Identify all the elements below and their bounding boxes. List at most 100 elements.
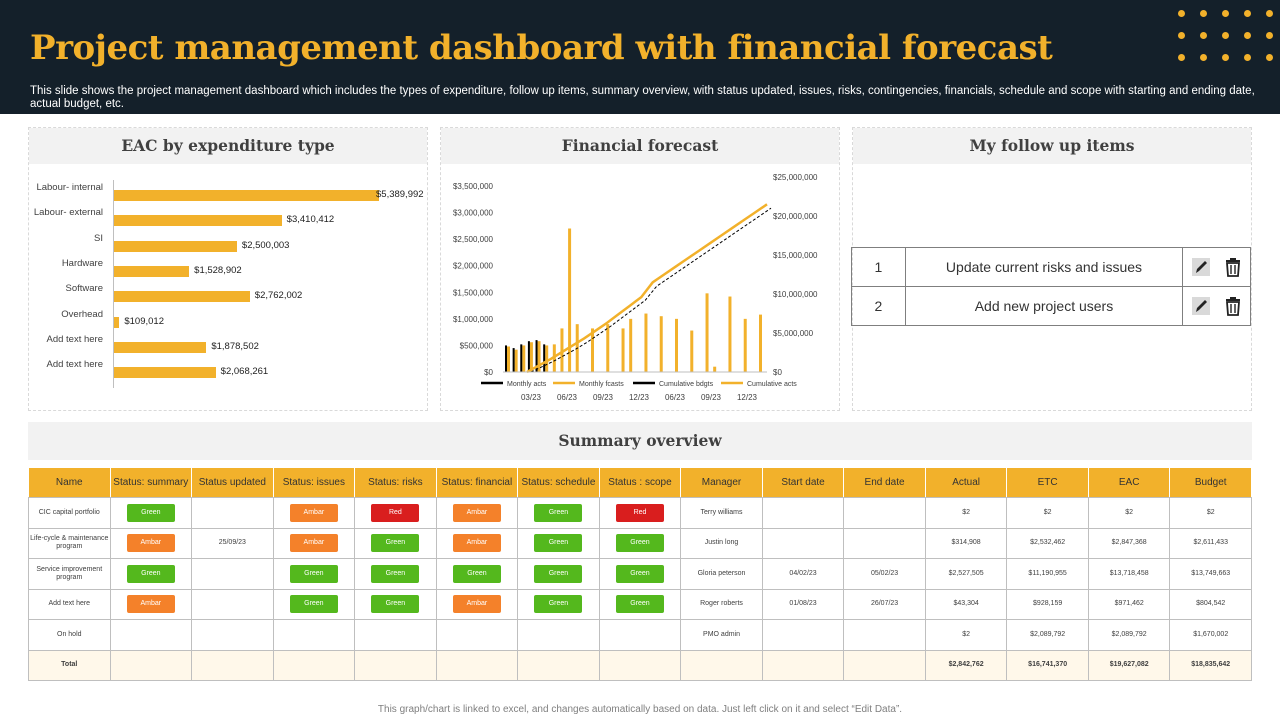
- left-axis-tick: $1,500,000: [453, 288, 494, 297]
- summary-cell-updated: [191, 588, 274, 620]
- eac-bar: [114, 240, 237, 252]
- summary-cell-name: CIC capital portfolio: [28, 497, 111, 529]
- summary-cell-actual: $43,304: [924, 588, 1008, 620]
- trash-icon[interactable]: [1222, 295, 1244, 317]
- legend-label: Monthly acts: [507, 381, 547, 388]
- status-badge: Green: [289, 564, 338, 583]
- status-cell: Ambar: [435, 497, 519, 529]
- eac-bar: [114, 215, 282, 227]
- decorative-dots: [1172, 4, 1280, 64]
- total-cell-risks: [354, 649, 437, 681]
- x-axis-tick: 12/23: [737, 393, 758, 402]
- monthly-fcast-bar: [644, 313, 648, 372]
- followup-number: 1: [851, 247, 906, 287]
- followup-text: Add new project users: [904, 286, 1184, 326]
- status-cell: Green: [109, 497, 193, 529]
- summary-cell-start: 04/02/23: [761, 558, 845, 590]
- status-badge: Ambar: [452, 595, 501, 614]
- right-axis-tick: $25,000,000: [773, 173, 818, 182]
- monthly-fcast-bar: [713, 366, 717, 372]
- monthly-fcast-bar: [507, 346, 510, 372]
- summary-column-header: Status: issues: [272, 467, 356, 498]
- summary-cell-eac: $971,462: [1087, 588, 1171, 620]
- status-badge: Green: [371, 564, 420, 583]
- left-axis-tick: $1,000,000: [453, 315, 494, 324]
- status-badge: Green: [534, 503, 583, 522]
- monthly-fcast-bar: [545, 345, 549, 372]
- status-cell: Green: [517, 558, 600, 590]
- summary-cell-end: [843, 527, 926, 559]
- total-cell-budget: $18,835,642: [1169, 649, 1252, 681]
- monthly-fcast-bar: [568, 228, 572, 372]
- eac-panel-title: EAC by expenditure type: [29, 128, 427, 164]
- monthly-fcast-bar: [522, 345, 526, 372]
- summary-cell-start: [761, 527, 845, 559]
- eac-category-label: Add text here: [46, 333, 103, 345]
- status-badge: Ambar: [452, 503, 501, 522]
- status-cell: Ambar: [109, 527, 193, 559]
- followup-row: 1 Update current risks and issues: [851, 247, 1251, 287]
- left-axis-tick: $0: [484, 368, 493, 377]
- status-badge: Green: [126, 564, 175, 583]
- summary-column-header: Status : scope: [598, 467, 682, 498]
- left-axis-tick: $3,000,000: [453, 209, 494, 218]
- right-axis-tick: $20,000,000: [773, 212, 818, 221]
- left-axis-tick: $2,500,000: [453, 235, 494, 244]
- monthly-act-bar: [527, 341, 530, 372]
- summary-cell-name: Add text here: [28, 588, 111, 620]
- summary-cell-eac: $2,847,368: [1087, 527, 1171, 559]
- summary-column-header: Actual: [924, 467, 1008, 498]
- monthly-act-bar: [520, 344, 523, 372]
- followup-number: 2: [851, 286, 906, 326]
- total-cell-issues: [272, 649, 356, 681]
- eac-bar: [114, 341, 207, 353]
- left-axis-tick: $500,000: [460, 341, 494, 350]
- monthly-fcast-bar: [621, 328, 625, 372]
- summary-cell-budget: $2: [1169, 497, 1252, 529]
- summary-cell-actual: $2,527,505: [924, 558, 1008, 590]
- legend-label: Monthly fcasts: [579, 381, 624, 388]
- right-axis-tick: $0: [773, 368, 782, 377]
- monthly-fcast-bar: [659, 316, 663, 372]
- status-badge: Green: [126, 503, 175, 522]
- trash-icon[interactable]: [1222, 256, 1244, 278]
- summary-cell-end: 26/07/23: [843, 588, 926, 620]
- summary-cell-start: [761, 619, 845, 651]
- summary-cell-eac: $13,718,458: [1087, 558, 1171, 590]
- monthly-fcast-bar: [537, 341, 541, 372]
- status-cell: Green: [598, 588, 682, 620]
- forecast-panel: Financial forecast $0 $500,000 $1,000,000 $…: [440, 127, 840, 411]
- total-cell-etc: $16,741,370: [1006, 649, 1089, 681]
- summary-column-header: Manager: [680, 467, 763, 498]
- edit-pencil-icon[interactable]: [1190, 256, 1212, 278]
- status-badge: Green: [534, 534, 583, 553]
- followup-table: 1 Update current risks and issues 2 Add …: [851, 247, 1251, 326]
- summary-row: Add text here Ambar Green Green Ambar Green Gr…: [28, 588, 1252, 620]
- left-axis-tick: $3,500,000: [453, 182, 494, 191]
- summary-cell-etc: $2,089,792: [1006, 619, 1089, 651]
- eac-value-label: $109,012: [124, 315, 164, 327]
- eac-value-label: $3,410,412: [286, 214, 335, 226]
- right-axis-tick: $10,000,000: [773, 290, 818, 299]
- summary-row: Service improvement program Green Green Gre…: [28, 558, 1252, 590]
- total-cell-summary: [109, 649, 193, 681]
- edit-pencil-icon[interactable]: [1190, 295, 1212, 317]
- status-cell: Ambar: [272, 527, 356, 559]
- cumulative-budget-line: [530, 207, 772, 373]
- status-cell: Green: [435, 558, 519, 590]
- eac-bar: [114, 291, 250, 303]
- status-badge: Red: [615, 503, 664, 522]
- summary-column-header: Status: summary: [109, 467, 193, 498]
- summary-column-header: Budget: [1169, 467, 1252, 498]
- forecast-chart: $0 $500,000 $1,000,000 $1,500,000 $2,000,000…: [453, 173, 818, 402]
- monthly-fcast-bar: [759, 314, 762, 372]
- summary-row: On hold PMO admin $2 $2,089,792 $2,089,792 $1…: [28, 619, 1252, 651]
- eac-bar: [114, 367, 216, 379]
- status-cell: Ambar: [435, 588, 519, 620]
- summary-cell-eac: $2,089,792: [1087, 619, 1171, 651]
- total-cell-name: Total: [28, 649, 111, 681]
- summary-cell-updated: 25/09/23: [191, 527, 274, 559]
- eac-value-label: $5,389,992: [376, 189, 424, 200]
- status-badge: Green: [534, 595, 583, 614]
- summary-cell-summary: [109, 619, 193, 651]
